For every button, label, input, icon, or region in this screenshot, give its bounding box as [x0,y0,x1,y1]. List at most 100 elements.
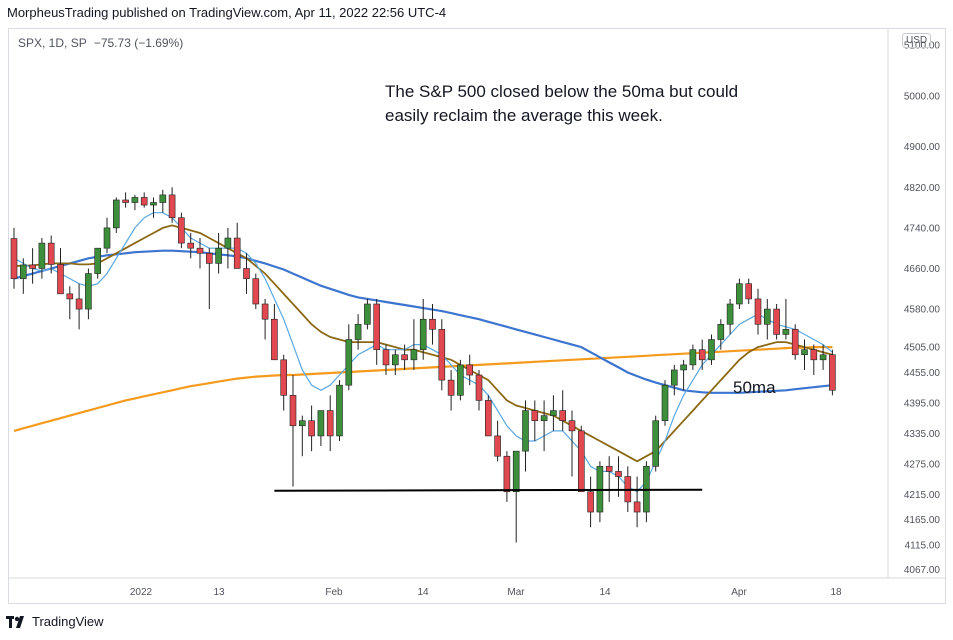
candle [345,324,353,391]
candle [326,395,334,452]
support-line[interactable] [274,488,703,492]
candle [140,192,148,208]
candle [271,304,278,361]
candle [568,410,576,477]
candle-body [615,471,622,477]
currency-badge[interactable]: USD [902,33,932,48]
candle-body [754,298,762,325]
candle-body [782,329,790,335]
x-tick-label: Feb [325,587,343,598]
candle [103,217,111,254]
x-tick-label: Mar [507,587,525,598]
candle-body [401,354,408,361]
candle [429,304,436,345]
candle-body [810,349,818,361]
y-tick-label: 4275.00 [904,459,941,470]
y-tick-label: 4660.00 [904,264,941,275]
chart-frame [8,28,946,604]
candle [484,395,492,437]
x-tick-label: 14 [599,587,611,598]
candle [717,319,725,350]
candle [215,232,222,274]
candle-body [215,247,222,264]
candle [782,298,790,340]
candle [122,192,129,208]
candle [382,344,390,376]
candle [131,194,139,211]
candle [178,212,185,249]
candle [596,461,604,523]
y-tick-label: 4115.00 [905,541,941,552]
candle [150,197,157,218]
candle [754,288,762,335]
footer-brand[interactable]: TradingView [6,614,104,629]
candle-body [280,359,288,396]
candle [670,364,678,396]
candle-body [419,318,427,350]
candle-body [168,194,176,219]
candle-body [652,420,660,467]
candle-body [791,329,799,356]
candle [19,258,27,294]
candle-body [484,400,492,437]
candle-body [680,364,687,371]
candle [401,344,408,370]
candle [438,319,446,391]
candle [233,222,241,269]
candle-body [708,339,715,361]
ma50-label: 50ma [733,378,776,397]
candle [308,405,315,452]
time-axis: 2022 13 Feb 14 Mar 14 Apr 18 [130,587,842,598]
candle-body [773,308,780,335]
candle-body [29,264,36,269]
candle-body [10,238,18,279]
y-tick-label: 4215.00 [904,490,941,501]
candle-body [94,247,101,274]
annotation-text: The S&P 500 closed below the 50ma but co… [385,82,739,125]
candle [791,324,799,360]
candle-body [457,364,464,396]
candle-body [336,384,343,437]
candle [633,476,641,528]
publisher-caption: MorpheusTrading published on TradingView… [7,5,447,20]
candle [726,298,734,335]
candle-body [494,435,501,457]
candle [475,369,483,411]
candle [289,375,297,487]
y-tick-label: 4165.00 [904,515,941,526]
candle-body [326,410,334,437]
y-tick-label: 5000.00 [904,91,941,102]
candle-body [438,329,446,381]
candle-body [57,264,64,295]
candle [85,268,92,320]
candle-body [522,410,529,452]
candle-body [159,194,167,203]
candle [698,339,706,370]
candle [66,286,74,320]
candle [410,319,418,370]
candle [503,451,511,502]
candle [745,278,753,304]
candle-body [429,318,436,330]
candle [47,235,55,274]
candle [540,400,548,452]
candle-body [261,303,269,320]
candle [354,314,362,350]
candle [391,349,399,376]
candle-body [568,420,576,432]
candle-body [382,349,390,366]
symbol-legend: SPX, 1D, SP −75.73 (−1.69%) [18,36,183,50]
candle-body [271,318,278,361]
candle-body [801,349,808,356]
y-tick-label: 4900.00 [904,142,941,153]
candle-body [670,369,678,386]
y-tick-label: 5100.00 [904,41,941,52]
candle [261,298,269,340]
candle-body [550,410,557,416]
candle [680,359,687,391]
candle [336,380,343,441]
candle-body [140,197,148,206]
candle-body [447,379,455,396]
candle-body [717,323,725,340]
